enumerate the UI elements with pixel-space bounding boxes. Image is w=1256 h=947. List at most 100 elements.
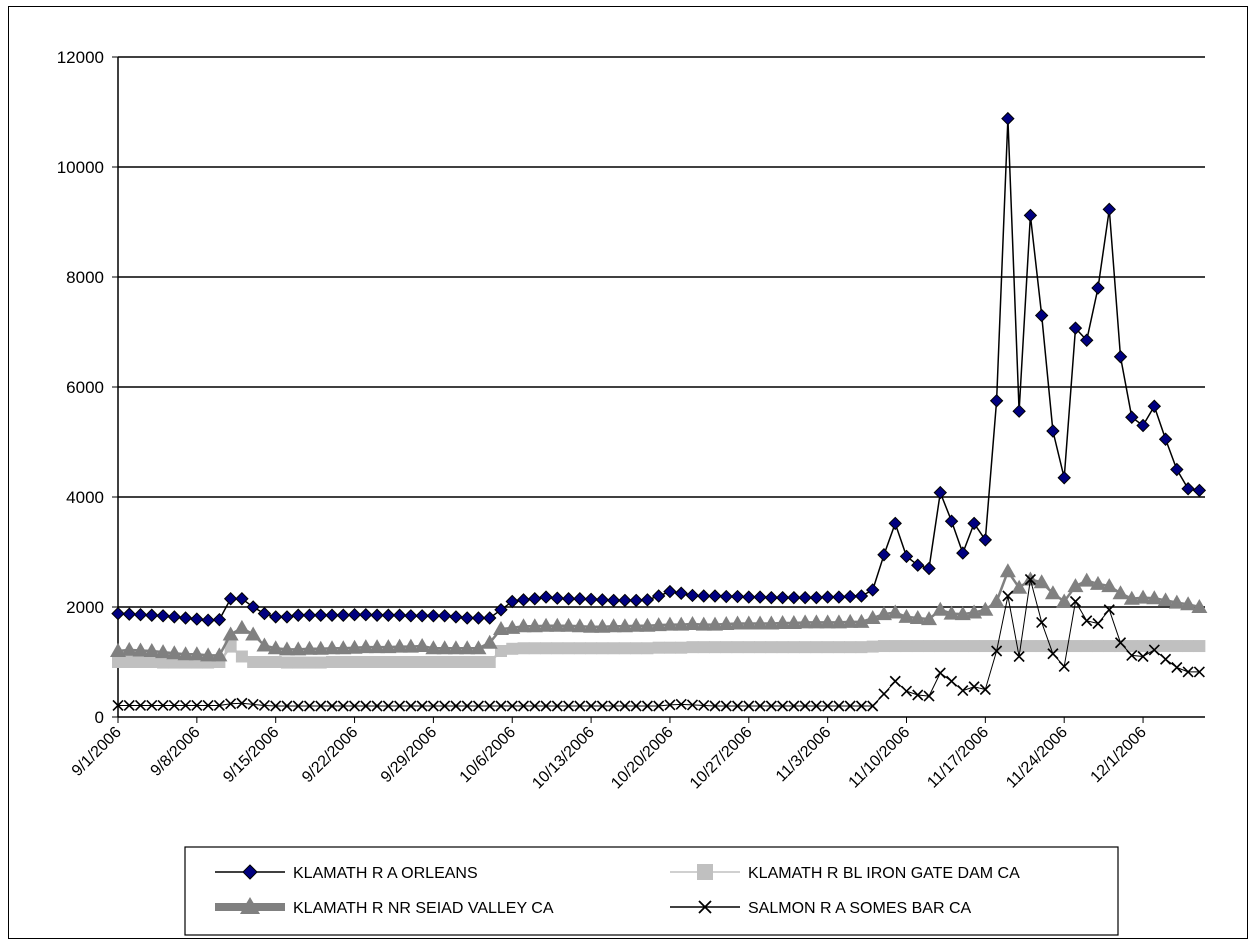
- data-point: [1047, 648, 1059, 660]
- data-point: [1013, 640, 1026, 653]
- data-point: [585, 642, 598, 655]
- data-point: [538, 617, 555, 632]
- data-point: [1023, 208, 1038, 223]
- data-point: [842, 613, 859, 628]
- data-point: [709, 641, 722, 654]
- data-point: [472, 656, 485, 668]
- data-point: [583, 618, 600, 633]
- data-point: [810, 641, 823, 654]
- data-point: [1146, 590, 1163, 605]
- data-point: [247, 698, 259, 710]
- data-point: [607, 642, 620, 655]
- data-point: [1081, 615, 1093, 627]
- series-3: [112, 573, 1205, 712]
- data-point: [605, 618, 622, 633]
- data-point: [1181, 482, 1195, 496]
- data-point: [740, 615, 757, 630]
- data-point: [653, 700, 665, 712]
- data-point: [1046, 424, 1060, 438]
- data-point: [1069, 595, 1082, 608]
- data-point: [810, 700, 822, 712]
- data-point: [447, 640, 464, 655]
- data-point: [843, 589, 857, 604]
- data-point: [944, 514, 959, 528]
- data-point: [303, 700, 316, 712]
- data-point: [594, 618, 611, 633]
- data-point: [923, 640, 936, 653]
- y-tick-label: 2000: [66, 598, 104, 617]
- data-point: [686, 699, 699, 711]
- data-point: [1102, 202, 1116, 217]
- data-point: [200, 647, 217, 662]
- data-point: [788, 700, 800, 712]
- data-point: [1058, 660, 1070, 672]
- data-point: [765, 641, 778, 654]
- data-point: [121, 641, 138, 656]
- data-point: [314, 608, 328, 622]
- data-point: [909, 610, 926, 624]
- data-point: [112, 656, 124, 668]
- data-point: [415, 609, 429, 623]
- data-point: [651, 589, 666, 603]
- data-point: [233, 619, 250, 634]
- data-point: [346, 639, 363, 654]
- data-point: [698, 699, 710, 712]
- legend-label: KLAMATH R BL IRON GATE DAM CA: [748, 865, 1020, 882]
- data-point: [1114, 640, 1127, 653]
- data-point: [145, 608, 159, 622]
- data-point: [573, 592, 587, 606]
- data-point: [517, 642, 530, 655]
- data-point: [348, 656, 361, 668]
- data-point: [708, 589, 722, 603]
- data-point: [663, 641, 676, 654]
- data-point: [180, 699, 192, 712]
- data-point: [1182, 666, 1194, 678]
- data-point: [833, 700, 845, 712]
- data-point: [427, 656, 440, 668]
- data-point: [1114, 637, 1127, 649]
- data-point: [211, 647, 228, 662]
- data-point: [923, 690, 935, 702]
- data-point: [777, 700, 789, 712]
- data-point: [855, 641, 868, 654]
- data-point: [1170, 640, 1183, 653]
- data-point: [393, 656, 406, 668]
- data-point: [888, 516, 902, 531]
- data-point: [529, 700, 541, 712]
- data-point: [685, 588, 700, 603]
- data-point: [416, 656, 429, 668]
- data-point: [1160, 653, 1172, 665]
- data-point: [551, 700, 563, 712]
- data-point: [270, 700, 282, 712]
- data-point: [269, 656, 282, 668]
- data-point: [256, 637, 273, 652]
- data-point: [661, 616, 678, 631]
- legend-box: [184, 846, 1119, 936]
- data-point: [460, 611, 474, 625]
- data-point: [312, 640, 329, 655]
- data-point: [776, 641, 789, 654]
- data-point: [754, 641, 767, 654]
- data-point: [695, 616, 712, 631]
- data-point: [675, 641, 688, 654]
- data-point: [394, 700, 406, 712]
- data-point: [1103, 604, 1115, 616]
- data-point: [315, 700, 327, 712]
- data-point: [506, 700, 518, 712]
- x-tick-label: 10/20/2006: [608, 724, 677, 793]
- data-point: [382, 700, 394, 712]
- data-point: [889, 640, 902, 653]
- x-tick-label: 11/17/2006: [924, 724, 992, 792]
- data-point: [292, 656, 305, 669]
- data-point: [832, 590, 846, 604]
- data-point: [864, 610, 881, 624]
- data-point: [595, 593, 610, 607]
- data-point: [235, 592, 249, 606]
- gridlines: [118, 56, 1205, 608]
- data-point: [742, 590, 756, 604]
- data-point: [675, 698, 687, 710]
- data-point: [143, 643, 160, 657]
- data-point: [1078, 572, 1095, 587]
- data-point: [1001, 111, 1015, 126]
- data-point: [957, 685, 969, 697]
